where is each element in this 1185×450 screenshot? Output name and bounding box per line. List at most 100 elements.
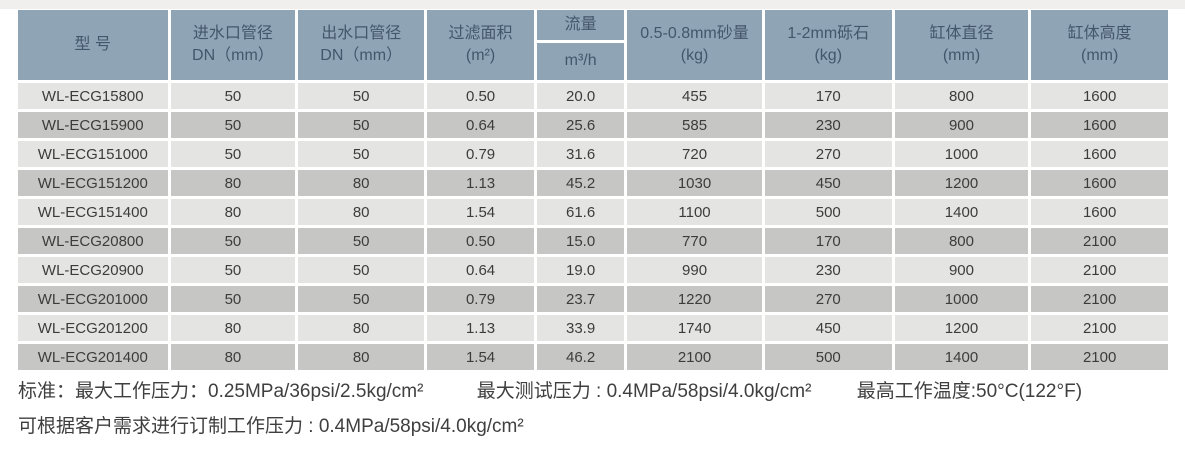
value-cell: 0.79 <box>427 286 535 312</box>
value-cell: 50 <box>170 83 296 109</box>
value-cell: 23.7 <box>537 286 625 312</box>
value-cell: 450 <box>764 315 892 341</box>
value-cell: 80 <box>170 315 296 341</box>
value-cell: 0.64 <box>427 112 535 138</box>
value-cell: 80 <box>170 344 296 370</box>
value-cell: 1400 <box>894 199 1029 225</box>
value-cell: 800 <box>894 228 1029 254</box>
specification-table: 型 号 进水口管径 DN（mm） 出水口管径 DN（mm） 过滤面积 (m²) 流量 m³/h 0… <box>18 10 1168 370</box>
header-line: 进水口管径 <box>192 24 273 42</box>
header-line: (mm) <box>1081 47 1119 64</box>
value-cell: 1740 <box>627 315 762 341</box>
value-cell: 2100 <box>627 344 762 370</box>
value-cell: 0.79 <box>427 141 535 167</box>
value-cell: 50 <box>298 257 425 283</box>
value-cell: 61.6 <box>537 199 625 225</box>
value-cell: 25.6 <box>537 112 625 138</box>
value-cell: 800 <box>894 83 1029 109</box>
header-line: (kg) <box>814 47 843 64</box>
value-cell: 1.13 <box>427 170 535 196</box>
column-header-flow-unit: m³/h <box>564 52 597 70</box>
value-cell: 2100 <box>1031 315 1168 341</box>
value-cell: 80 <box>298 170 425 196</box>
model-cell: WL-ECG151000 <box>18 141 168 167</box>
header-line: (mm) <box>942 47 981 64</box>
note-custom-pressure: 可根据客户需求进行订制工作压力 : 0.4MPa/58psi/4.0kg/cm² <box>18 415 524 437</box>
value-cell: 50 <box>298 141 425 167</box>
value-cell: 1000 <box>894 286 1029 312</box>
header-line: 1-2mm砾石 <box>787 24 870 42</box>
value-cell: 170 <box>764 83 892 109</box>
column-header-sand-amount: 0.5-0.8mm砂量 (kg) <box>627 10 762 80</box>
value-cell: 45.2 <box>537 170 625 196</box>
value-cell: 455 <box>627 83 762 109</box>
value-cell: 1.54 <box>427 344 535 370</box>
value-cell: 46.2 <box>537 344 625 370</box>
value-cell: 20.0 <box>537 83 625 109</box>
model-cell: WL-ECG201400 <box>18 344 168 370</box>
value-cell: 1600 <box>1031 112 1168 138</box>
header-line: DN（mm） <box>192 47 274 64</box>
column-header-flow: 流量 m³/h <box>537 10 625 80</box>
value-cell: 50 <box>298 83 425 109</box>
value-cell: 1200 <box>894 170 1029 196</box>
value-cell: 50 <box>298 286 425 312</box>
header-line: DN（mm） <box>320 47 403 64</box>
note-max-temperature: 最高工作温度:50°C(122°F) <box>856 381 1083 402</box>
value-cell: 270 <box>764 141 892 167</box>
value-cell: 80 <box>170 170 296 196</box>
value-cell: 1000 <box>894 141 1029 167</box>
note-line-1: 标准：最大工作压力：0.25MPa/36psi/2.5kg/cm² 最大测试压力… <box>18 380 1168 404</box>
value-cell: 2100 <box>1031 257 1168 283</box>
value-cell: 900 <box>894 112 1029 138</box>
header-line: 缸体直径 <box>929 24 994 42</box>
value-cell: 1.13 <box>427 315 535 341</box>
value-cell: 1600 <box>1031 83 1168 109</box>
value-cell: 50 <box>170 141 296 167</box>
note-line-2: 可根据客户需求进行订制工作压力 : 0.4MPa/58psi/4.0kg/cm² <box>18 415 1168 439</box>
value-cell: 15.0 <box>537 228 625 254</box>
value-cell: 1400 <box>894 344 1029 370</box>
value-cell: 80 <box>170 199 296 225</box>
header-line: (m²) <box>465 47 496 64</box>
model-cell: WL-ECG20900 <box>18 257 168 283</box>
value-cell: 1100 <box>627 199 762 225</box>
column-header-model: 型 号 <box>18 10 168 80</box>
value-cell: 50 <box>170 286 296 312</box>
value-cell: 31.6 <box>537 141 625 167</box>
header-line: 过滤面积 <box>448 24 513 42</box>
model-cell: WL-ECG151200 <box>18 170 168 196</box>
value-cell: 500 <box>764 344 892 370</box>
value-cell: 80 <box>298 315 425 341</box>
value-cell: 50 <box>170 112 296 138</box>
value-cell: 770 <box>627 228 762 254</box>
value-cell: 50 <box>298 112 425 138</box>
value-cell: 270 <box>764 286 892 312</box>
value-cell: 230 <box>764 112 892 138</box>
value-cell: 1220 <box>627 286 762 312</box>
column-header-inlet-dn: 进水口管径 DN（mm） <box>170 10 296 80</box>
value-cell: 500 <box>764 199 892 225</box>
value-cell: 1.54 <box>427 199 535 225</box>
value-cell: 1600 <box>1031 170 1168 196</box>
value-cell: 990 <box>627 257 762 283</box>
model-cell: WL-ECG201000 <box>18 286 168 312</box>
header-line: 0.5-0.8mm砂量 <box>640 24 749 42</box>
model-cell: WL-ECG201200 <box>18 315 168 341</box>
value-cell: 2100 <box>1031 286 1168 312</box>
value-cell: 1030 <box>627 170 762 196</box>
model-cell: WL-ECG15800 <box>18 83 168 109</box>
value-cell: 1200 <box>894 315 1029 341</box>
value-cell: 230 <box>764 257 892 283</box>
column-header-filter-area: 过滤面积 (m²) <box>427 10 535 80</box>
note-max-test-pressure: 最大测试压力 : 0.4MPa/58psi/4.0kg/cm² <box>476 381 812 402</box>
header-line: 出水口管径 <box>321 24 402 42</box>
column-header-tank-height: 缸体高度 (mm) <box>1031 10 1168 80</box>
value-cell: 170 <box>764 228 892 254</box>
column-header-tank-diameter: 缸体直径 (mm) <box>894 10 1029 80</box>
header-line: 型 号 <box>74 35 111 53</box>
value-cell: 50 <box>170 228 296 254</box>
value-cell: 2100 <box>1031 344 1168 370</box>
value-cell: 2100 <box>1031 228 1168 254</box>
value-cell: 1600 <box>1031 199 1168 225</box>
